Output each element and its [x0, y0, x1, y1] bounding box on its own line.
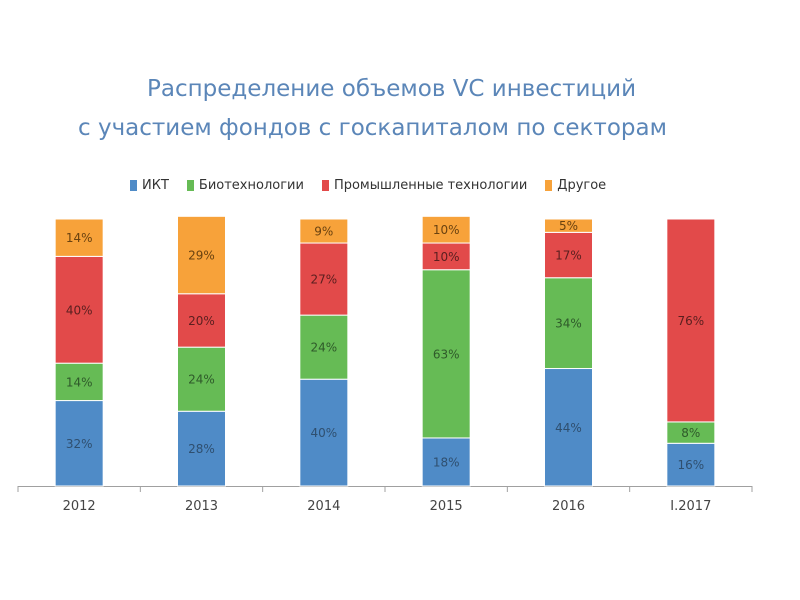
data-label-2-0: 40%	[66, 303, 93, 317]
data-label-3-4: 5%	[559, 219, 578, 233]
data-label-3-2: 9%	[314, 225, 333, 239]
data-label-2-3: 10%	[433, 250, 460, 264]
legend-item-ikt: ИКТ	[130, 178, 169, 193]
legend-swatch-industrial	[321, 180, 329, 191]
bar-segment-1-2	[299, 314, 349, 380]
bar-segment-3-1	[177, 215, 226, 295]
legend-label-industrial: Промышленные технологии	[333, 178, 528, 193]
legend-label-other: Другое	[557, 178, 607, 193]
data-label-2-2: 27%	[310, 273, 337, 287]
bar-segment-2-2	[299, 242, 349, 316]
legend-label-ikt: ИКТ	[142, 178, 169, 193]
data-label-1-5: 8%	[681, 426, 700, 440]
bar-segment-0-1	[177, 410, 226, 487]
x-tick-label-0: 2012	[63, 499, 96, 514]
bar-segment-3-4	[544, 218, 593, 233]
bar-segment-0-3	[421, 437, 471, 487]
chart-title-line-1: Распределение объемов VC инвестиций	[147, 76, 637, 102]
data-label-3-1: 29%	[188, 249, 215, 263]
data-label-1-0: 14%	[66, 375, 93, 389]
data-label-0-4: 44%	[555, 421, 582, 435]
data-label-0-0: 32%	[66, 437, 93, 451]
chart-title-line-2: с участием фондов с госкапиталом по сект…	[78, 115, 667, 141]
data-label-3-0: 14%	[66, 231, 93, 245]
legend-item-biotech: Биотехнологии	[186, 178, 304, 193]
bar-segment-3-3	[421, 215, 471, 244]
data-label-1-3: 63%	[433, 347, 460, 361]
bar-segment-0-2	[299, 378, 349, 487]
legend-swatch-ikt	[130, 180, 137, 191]
data-label-2-5: 76%	[677, 314, 704, 328]
bar-segment-2-4	[544, 231, 593, 279]
data-label-0-2: 40%	[310, 426, 337, 440]
bar-segment-2-3	[421, 242, 471, 271]
x-tick-label-2: 2014	[307, 499, 340, 514]
bar-segment-1-4	[544, 277, 593, 370]
bar-segment-2-0	[54, 255, 104, 364]
data-label-1-4: 34%	[555, 317, 582, 331]
legend-label-biotech: Биотехнологии	[198, 178, 304, 193]
x-tick-label-5: I.2017	[670, 499, 711, 514]
data-label-0-3: 18%	[433, 455, 460, 469]
bar-segment-1-3	[421, 269, 471, 439]
legend-item-industrial: Промышленные технологии	[321, 178, 528, 193]
data-label-2-4: 17%	[555, 249, 582, 263]
data-label-2-1: 20%	[188, 314, 215, 328]
bar-segment-0-0	[54, 400, 104, 487]
bar-segment-0-5	[666, 442, 716, 487]
x-tick-label-4: 2016	[552, 499, 585, 514]
x-tick-label-1: 2013	[185, 499, 218, 514]
x-tick-label-3: 2015	[430, 499, 463, 514]
data-label-3-3: 10%	[433, 223, 460, 237]
legend-swatch-biotech	[186, 180, 194, 191]
data-label-1-2: 24%	[310, 341, 337, 355]
bar-segment-2-5	[666, 218, 716, 423]
bar-segment-0-4	[544, 368, 593, 487]
data-label-0-1: 28%	[188, 442, 215, 456]
bar-segment-3-0	[54, 218, 104, 257]
legend: ИКТ Биотехнологии Промышленные технологи…	[130, 178, 606, 193]
bar-segment-3-2	[299, 218, 349, 244]
legend-swatch-other	[545, 180, 553, 191]
data-label-0-5: 16%	[677, 458, 704, 472]
legend-item-other: Другое	[545, 178, 606, 193]
data-label-1-1: 24%	[188, 373, 215, 387]
bar-segment-1-1	[177, 346, 226, 412]
